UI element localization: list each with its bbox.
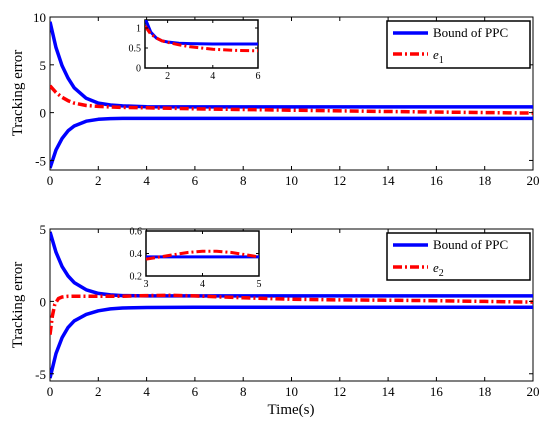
bottom-xtick-label: 6 — [192, 384, 199, 399]
bottom-ytick-label: 5 — [40, 222, 47, 237]
top-xtick-label: 6 — [192, 173, 199, 188]
bottom-ytick-label: 0 — [40, 294, 47, 309]
inset-top-ytick-label: 0 — [136, 64, 141, 75]
inset-bottom-xtick-label: 5 — [257, 279, 262, 290]
series-layer-top — [50, 21, 533, 169]
top-xtick-label: 20 — [527, 173, 540, 188]
inset-bottom-series-e2 — [146, 249, 259, 261]
series-layer-bottom — [50, 231, 533, 379]
bottom-xtick-label: 4 — [143, 384, 150, 399]
inset-bottom: 3 4 5 0.2 0.4 0.6 — [130, 227, 262, 291]
bottom-xtick-label: 12 — [333, 384, 346, 399]
inset-bottom-ytick-label: 0.4 — [130, 249, 143, 260]
main-bottom-series-bound-of-ppc-lower — [50, 305, 533, 379]
inset-yticks-top: 00.51 — [129, 24, 258, 75]
main-top-series-bound-of-ppc — [50, 21, 533, 109]
inset-top-ytick-label: 0.5 — [129, 44, 142, 55]
legend-box-top — [386, 20, 531, 69]
inset-series-top — [145, 20, 258, 53]
inset-bottom-xtick-label: 4 — [200, 279, 205, 290]
inset-bottom-ytick-label: 0.2 — [130, 272, 143, 283]
inset-series-bottom — [146, 249, 259, 261]
top-xtick-label: 12 — [333, 173, 346, 188]
top-ytick-label: 5 — [40, 58, 47, 73]
bottom-xtick-label: 16 — [430, 384, 444, 399]
top-xtick-label: 18 — [478, 173, 491, 188]
xticks-bottom: 0 2 4 6 8 10 12 14 16 18 20 — [47, 229, 540, 399]
inset-top-series-e1 — [145, 25, 258, 53]
top-ytick-label: -5 — [35, 153, 46, 168]
top-xtick-label: 0 — [47, 173, 54, 188]
bottom-xtick-label: 14 — [382, 384, 396, 399]
main-bottom-series-e2 — [50, 293, 533, 335]
legend-label-e2: e2 — [433, 260, 444, 279]
ylabel-bottom: Tracking error — [10, 262, 26, 349]
bottom-xtick-label: 18 — [478, 384, 491, 399]
top-xtick-label: 2 — [95, 173, 102, 188]
legend-label-bound-top: Bound of PPC — [433, 25, 508, 40]
legend-box-bottom — [386, 232, 531, 281]
top-ytick-label: 10 — [33, 10, 46, 25]
legend-top: Bound of PPC e1 — [386, 20, 531, 69]
top-xtick-label: 10 — [285, 173, 298, 188]
top-xtick-label: 4 — [143, 173, 150, 188]
inset-top-ytick-label: 1 — [136, 24, 141, 35]
legend-label-bound-bottom: Bound of PPC — [433, 237, 508, 252]
top-xtick-label: 14 — [382, 173, 396, 188]
top-ytick-label: 0 — [40, 106, 47, 121]
ylabel-top: Tracking error — [10, 50, 26, 137]
legend-bottom: Bound of PPC e2 — [386, 232, 531, 281]
xticks-top: 0 2 4 6 8 10 12 14 16 18 20 — [47, 17, 540, 188]
bottom-xtick-label: 2 — [95, 384, 102, 399]
bottom-xtick-label: 10 — [285, 384, 298, 399]
bottom-xtick-label: 8 — [240, 384, 247, 399]
legend-label-e2-sub: 2 — [439, 268, 444, 279]
inset-yticks-bottom: 0.2 0.4 0.6 — [130, 227, 259, 283]
inset-top-xtick-label: 4 — [210, 71, 215, 82]
bottom-ytick-label: -5 — [35, 367, 46, 382]
legend-label-e1-sub: 1 — [439, 55, 444, 66]
inset-xticks-top: 2 4 6 — [165, 20, 261, 82]
bottom-xtick-label: 0 — [47, 384, 54, 399]
inset-top-xtick-label: 2 — [165, 71, 170, 82]
legend-label-e1-letter: e — [433, 47, 439, 62]
bottom-xtick-label: 20 — [527, 384, 540, 399]
main-top-series-e1 — [50, 84, 533, 115]
inset-bottom-xtick-label: 3 — [144, 279, 149, 290]
inset-top-xtick-label: 6 — [256, 71, 261, 82]
main-top-series-bound-of-ppc-lower — [50, 116, 533, 169]
yticks-bottom: -5 0 5 — [35, 222, 533, 382]
legend-label-e1: e1 — [433, 47, 444, 66]
xlabel: Time(s) — [268, 402, 315, 418]
top-xtick-label: 8 — [240, 173, 247, 188]
legend-label-e2-letter: e — [433, 260, 439, 275]
top-xtick-label: 16 — [430, 173, 444, 188]
inset-bottom-ytick-label: 0.6 — [130, 227, 143, 238]
inset-frame-bottom — [145, 230, 260, 277]
